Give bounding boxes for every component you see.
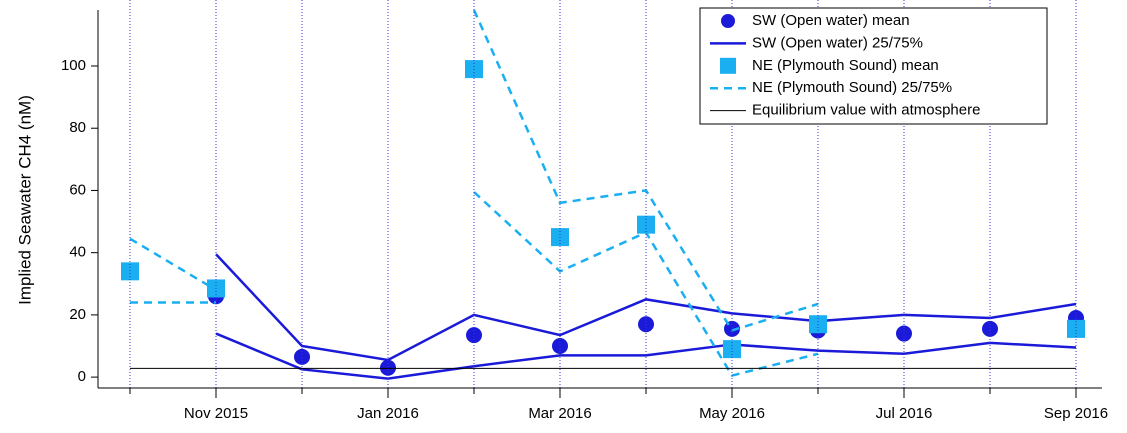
- x-tick-label: Jul 2016: [876, 405, 933, 422]
- legend-label: NE (Plymouth Sound) mean: [752, 57, 939, 74]
- x-tick-label: May 2016: [699, 405, 765, 422]
- legend-symbol: [721, 14, 735, 28]
- marker: [466, 327, 482, 344]
- x-tick-label: Mar 2016: [528, 405, 591, 422]
- x-tick-label: Nov 2015: [184, 405, 248, 422]
- y-tick-label: 20: [69, 306, 86, 323]
- legend-label: SW (Open water) mean: [752, 12, 910, 29]
- y-tick-label: 0: [78, 368, 86, 385]
- legend-label: SW (Open water) 25/75%: [752, 34, 923, 51]
- x-tick-label: Jan 2016: [357, 405, 419, 422]
- y-tick-label: 60: [69, 181, 86, 198]
- series-line: [215, 332, 1077, 380]
- legend-symbol: [720, 57, 736, 74]
- y-tick-label: 100: [61, 57, 86, 74]
- marker: [637, 215, 655, 234]
- series-line: [215, 253, 1077, 362]
- y-tick-label: 40: [69, 244, 86, 261]
- legend-box: [699, 7, 1048, 125]
- series-line: [129, 237, 217, 292]
- plot-area: [121, 9, 1085, 380]
- legend-label: Equilibrium value with atmosphere: [752, 102, 980, 119]
- x-tick-label: Sep 2016: [1044, 405, 1108, 422]
- marker: [121, 262, 139, 281]
- series-line: [472, 9, 819, 332]
- marker: [982, 320, 998, 337]
- marker: [1067, 319, 1085, 338]
- marker: [552, 338, 568, 354]
- legend-label: NE (Plymouth Sound) 25/75%: [752, 79, 952, 96]
- marker: [294, 348, 310, 365]
- marker: [723, 340, 741, 359]
- y-axis-label: Implied Seawater CH4 (nM): [15, 95, 34, 305]
- marker: [380, 359, 396, 376]
- y-tick-label: 80: [69, 119, 86, 136]
